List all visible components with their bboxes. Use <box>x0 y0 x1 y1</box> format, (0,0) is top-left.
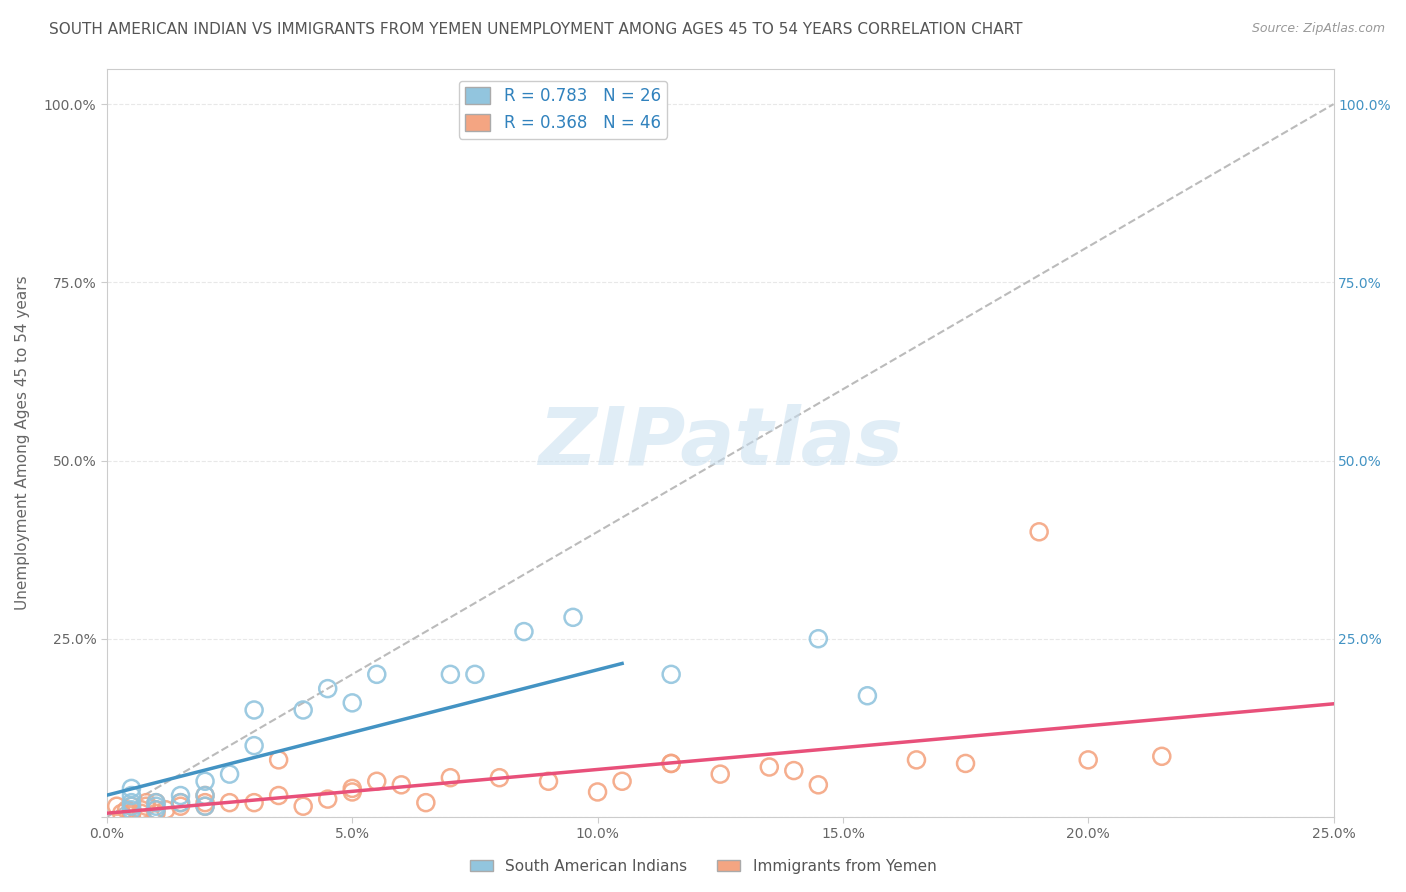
Point <box>389 778 412 792</box>
Point <box>194 789 217 803</box>
Point <box>111 806 134 821</box>
Point <box>905 753 928 767</box>
Point <box>783 764 806 778</box>
Point <box>659 756 682 771</box>
Point <box>513 624 536 639</box>
Point <box>955 756 977 771</box>
Point <box>758 760 780 774</box>
Point <box>807 778 830 792</box>
Point <box>342 785 364 799</box>
Point <box>121 796 143 810</box>
Point <box>145 799 167 814</box>
Point <box>145 796 167 810</box>
Point <box>218 767 240 781</box>
Point <box>169 799 191 814</box>
Point <box>243 703 266 717</box>
Text: SOUTH AMERICAN INDIAN VS IMMIGRANTS FROM YEMEN UNEMPLOYMENT AMONG AGES 45 TO 54 : SOUTH AMERICAN INDIAN VS IMMIGRANTS FROM… <box>49 22 1022 37</box>
Point <box>366 774 388 789</box>
Point <box>145 796 167 810</box>
Point <box>121 789 143 803</box>
Point <box>135 796 157 810</box>
Point <box>145 803 167 817</box>
Point <box>1077 753 1099 767</box>
Point <box>129 806 152 821</box>
Point <box>267 753 290 767</box>
Point <box>145 806 167 821</box>
Point <box>121 806 143 821</box>
Point <box>1028 524 1050 539</box>
Point <box>316 792 339 806</box>
Text: Source: ZipAtlas.com: Source: ZipAtlas.com <box>1251 22 1385 36</box>
Point <box>709 767 731 781</box>
Legend: South American Indians, Immigrants from Yemen: South American Indians, Immigrants from … <box>464 853 942 880</box>
Point <box>121 781 143 796</box>
Point <box>135 799 157 814</box>
Point <box>586 785 609 799</box>
Point <box>115 803 138 817</box>
Point <box>415 796 437 810</box>
Point <box>807 632 830 646</box>
Point <box>464 667 486 681</box>
Legend: R = 0.783   N = 26, R = 0.368   N = 46: R = 0.783 N = 26, R = 0.368 N = 46 <box>458 80 668 138</box>
Point <box>169 796 191 810</box>
Y-axis label: Unemployment Among Ages 45 to 54 years: Unemployment Among Ages 45 to 54 years <box>15 276 30 610</box>
Point <box>155 803 177 817</box>
Point <box>169 796 191 810</box>
Text: ZIPatlas: ZIPatlas <box>537 404 903 482</box>
Point <box>194 789 217 803</box>
Point <box>342 781 364 796</box>
Point <box>121 803 143 817</box>
Point <box>439 667 461 681</box>
Point <box>194 799 217 814</box>
Point <box>129 803 152 817</box>
Point <box>610 774 633 789</box>
Point <box>121 799 143 814</box>
Point <box>366 667 388 681</box>
Point <box>121 799 143 814</box>
Point <box>145 803 167 817</box>
Point <box>562 610 585 624</box>
Point <box>316 681 339 696</box>
Point <box>292 703 315 717</box>
Point <box>488 771 510 785</box>
Point <box>537 774 560 789</box>
Point <box>1150 749 1173 764</box>
Point <box>659 756 682 771</box>
Point <box>243 796 266 810</box>
Point <box>105 799 128 814</box>
Point <box>169 789 191 803</box>
Point <box>194 799 217 814</box>
Point <box>292 799 315 814</box>
Point <box>659 667 682 681</box>
Point <box>342 696 364 710</box>
Point <box>218 796 240 810</box>
Point <box>267 789 290 803</box>
Point <box>856 689 879 703</box>
Point <box>121 808 143 822</box>
Point <box>194 796 217 810</box>
Point <box>243 739 266 753</box>
Point <box>439 771 461 785</box>
Point <box>194 774 217 789</box>
